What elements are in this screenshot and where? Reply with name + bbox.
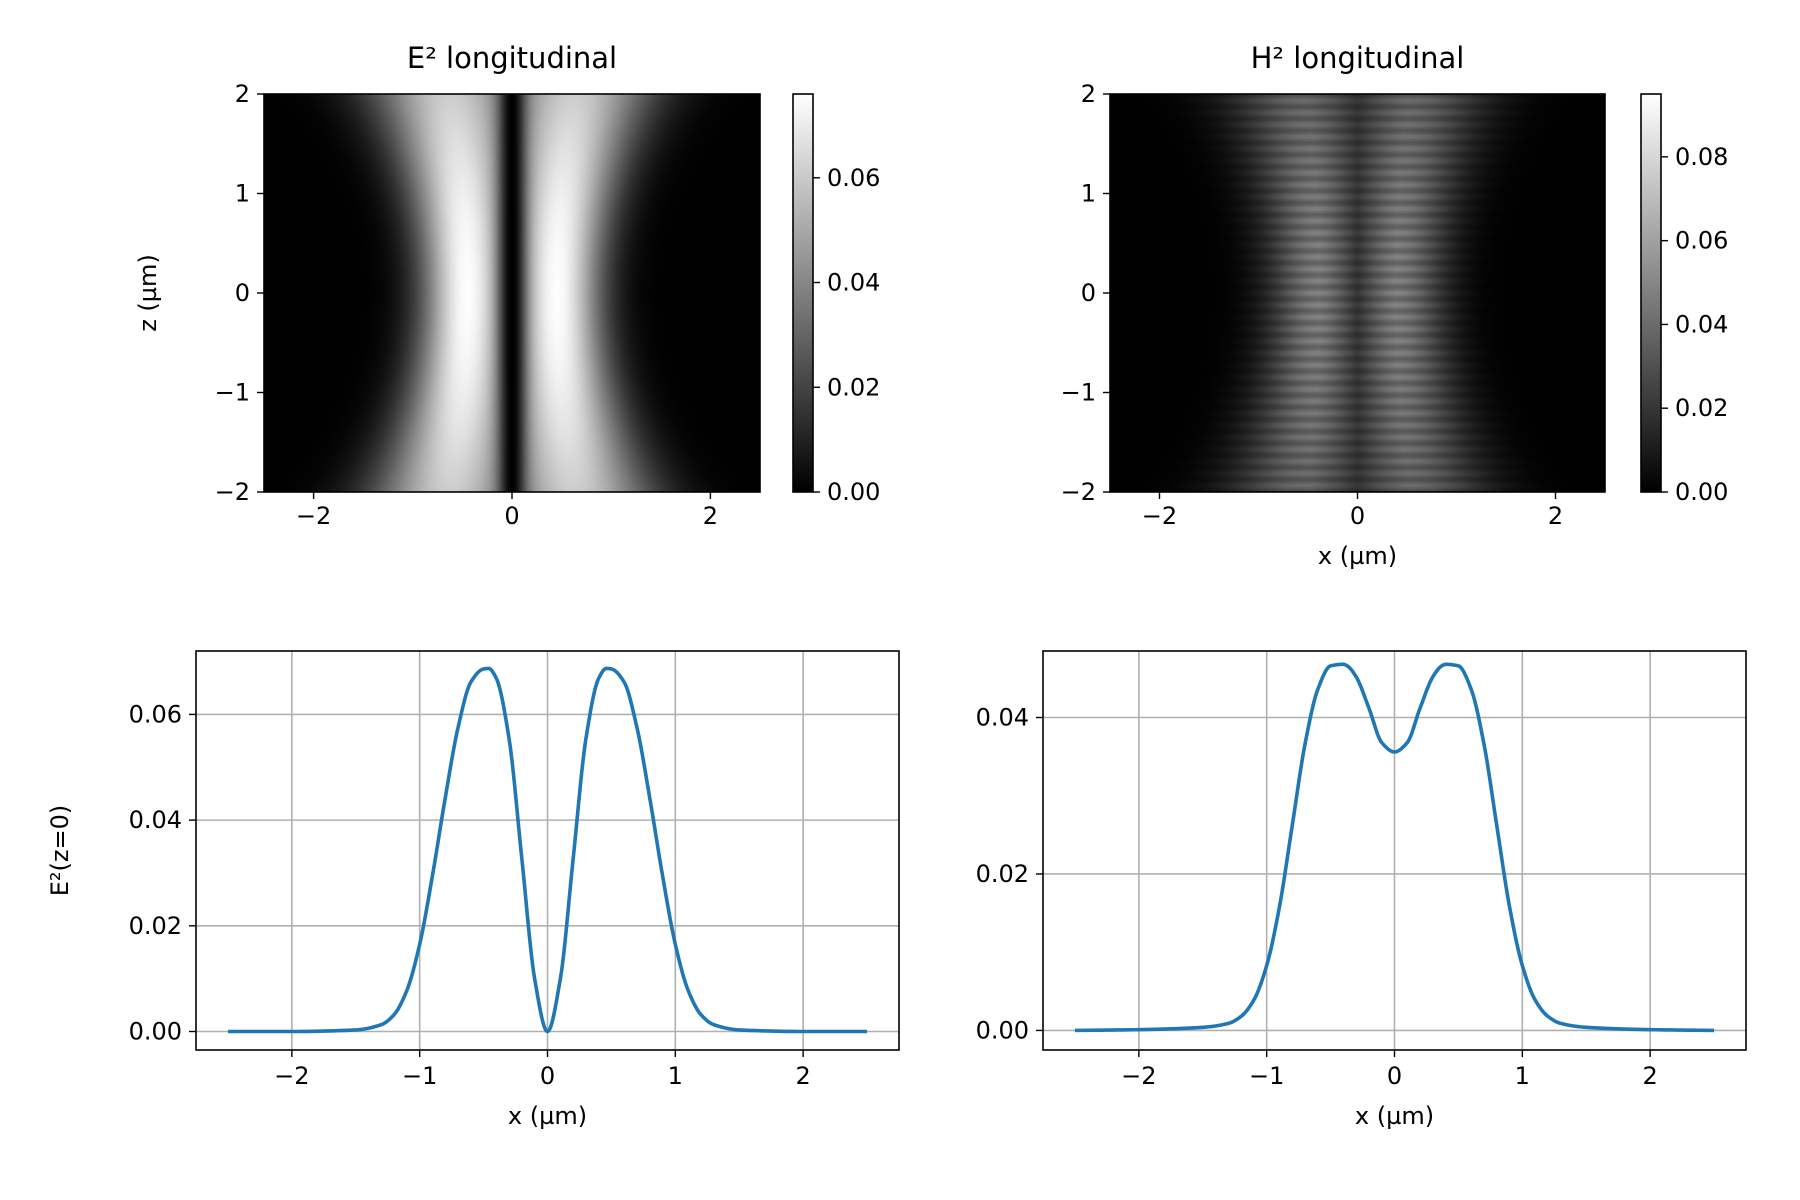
x-tick-label: 2: [703, 502, 718, 530]
y-tick-label: 0: [235, 279, 250, 307]
series-line: [1074, 662, 1715, 1033]
y-tick-label: −1: [215, 379, 250, 407]
x-tick-label: −2: [296, 502, 331, 530]
x-tick-label: 1: [1515, 1062, 1530, 1090]
y-tick-label: 0.00: [129, 1018, 182, 1046]
colorbar-tick-label: 0.04: [1675, 310, 1728, 338]
line-panel-2: −2 −1 0 1 2 0.00 0.02 0.04 x (µm): [976, 650, 1747, 1130]
colorbar: [1640, 93, 1662, 493]
x-tick-label: −1: [402, 1062, 437, 1090]
colorbar-tick-label: 0.06: [827, 164, 880, 192]
y-tick-label: 0.04: [129, 806, 182, 834]
line-panel-1: −2 −1 0 1 2 0.00 0.02 0.04 0.06 x (µm) E²(z=0): [46, 650, 900, 1130]
x-tick-label: −2: [1142, 502, 1177, 530]
y-tick-label: 1: [1081, 180, 1096, 208]
y-tick-label: 1: [235, 180, 250, 208]
x-axis-label: x (µm): [1318, 542, 1397, 570]
heatmap-image: [1110, 94, 1605, 492]
series-line: [227, 666, 868, 1034]
y-axis-label: E²(z=0): [46, 805, 74, 897]
x-axis-label: x (µm): [1355, 1102, 1434, 1130]
y-tick-label: −2: [215, 478, 250, 506]
colorbar-tick-label: 0.00: [1675, 478, 1728, 506]
x-tick-label: 0: [1350, 502, 1365, 530]
y-tick-label: 0: [1081, 279, 1096, 307]
colorbar-tick-label: 0.00: [827, 478, 880, 506]
heatmap-panel-2: −2 0 2 −2 −1 0 1 2 H² longitudinal x (µm) 0.00 0.02…: [1061, 41, 1729, 570]
y-tick-label: 0.06: [129, 700, 182, 728]
y-tick-label: −2: [1061, 478, 1096, 506]
y-tick-label: 0.00: [976, 1016, 1029, 1044]
x-tick-label: 0: [540, 1062, 555, 1090]
y-axis-label: z (µm): [134, 254, 162, 332]
x-tick-label: 1: [668, 1062, 683, 1090]
x-tick-label: 2: [1548, 502, 1563, 530]
colorbar-tick-label: 0.02: [827, 373, 880, 401]
colorbar-tick-label: 0.06: [1675, 227, 1728, 255]
chart-title: H² longitudinal: [1251, 41, 1465, 75]
x-axis-label: x (µm): [508, 1102, 587, 1130]
chart-title: E² longitudinal: [407, 41, 617, 75]
x-tick-label: 2: [1642, 1062, 1657, 1090]
y-tick-label: 2: [1081, 80, 1096, 108]
x-tick-label: −2: [274, 1062, 309, 1090]
y-tick-label: 0.02: [129, 912, 182, 940]
y-tick-label: −1: [1061, 379, 1096, 407]
x-tick-label: 0: [1387, 1062, 1402, 1090]
heatmap-image: [264, 94, 760, 492]
x-tick-label: 0: [504, 502, 519, 530]
colorbar-tick-label: 0.04: [827, 269, 880, 297]
colorbar-tick-label: 0.08: [1675, 143, 1728, 171]
colorbar: [792, 93, 814, 493]
y-tick-label: 2: [235, 80, 250, 108]
x-tick-label: −2: [1121, 1062, 1156, 1090]
x-tick-label: 2: [795, 1062, 810, 1090]
x-tick-label: −1: [1249, 1062, 1284, 1090]
heatmap-panel-1: −2 0 2 −2 −1 0 1 2 E² longitudinal z (µm) 0.00 0.02…: [134, 41, 880, 530]
y-tick-label: 0.02: [976, 860, 1029, 888]
y-tick-label: 0.04: [976, 704, 1029, 732]
colorbar-tick-label: 0.02: [1675, 394, 1728, 422]
